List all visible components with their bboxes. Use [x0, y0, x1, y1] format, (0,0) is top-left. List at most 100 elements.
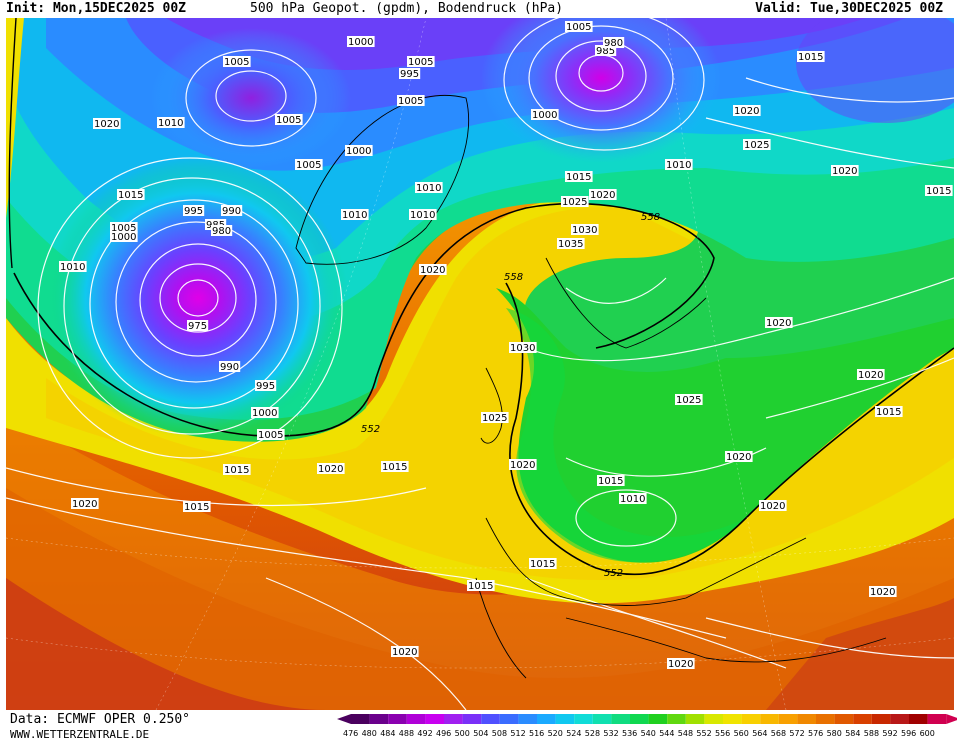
colorbar-tick-label: 532: [603, 729, 618, 738]
svg-text:1000: 1000: [346, 146, 371, 157]
colorbar-tick-label: 520: [548, 729, 563, 738]
colorbar-tick-label: 564: [752, 729, 767, 738]
svg-text:995: 995: [256, 381, 275, 392]
colorbar-swatch: [481, 714, 500, 724]
colorbar-swatch: [351, 714, 370, 724]
svg-text:1030: 1030: [510, 343, 535, 354]
colorbar-tick-label: 492: [417, 729, 432, 738]
svg-text:1020: 1020: [420, 265, 445, 276]
pressure-label: 990: [221, 205, 243, 217]
colorbar-swatch: [499, 714, 519, 724]
pressure-label: 1005: [397, 95, 425, 107]
pressure-label: 985: [595, 45, 617, 57]
colorbar-swatch: [462, 714, 482, 724]
colorbar-swatch: [890, 714, 909, 724]
svg-text:1005: 1005: [408, 57, 433, 68]
colorbar-swatch: [611, 714, 630, 724]
svg-text:1015: 1015: [598, 476, 623, 487]
svg-text:985: 985: [596, 46, 615, 57]
svg-text:1025: 1025: [562, 197, 587, 208]
svg-text:1005: 1005: [296, 160, 321, 171]
colorbar-tick-label: 500: [455, 729, 470, 738]
colorbar-tick-label: 600: [920, 729, 935, 738]
svg-text:1020: 1020: [760, 501, 785, 512]
pressure-label: 1010: [619, 493, 647, 505]
colorbar-tick-label: 568: [771, 729, 786, 738]
pressure-label: 1020: [831, 165, 859, 177]
pressure-label: 1020: [419, 264, 447, 276]
colorbar-swatch: [927, 714, 947, 724]
color-scale-legend: 476 480 484 488 492 496 500 504 508 512 516 520 524 5…: [337, 714, 957, 738]
init-time: Init: Mon,15DEC2025 00Z: [6, 1, 187, 16]
pressure-label: 1020: [317, 463, 345, 475]
svg-text:1000: 1000: [252, 408, 277, 419]
svg-text:995: 995: [400, 69, 419, 80]
svg-text:1010: 1010: [342, 210, 367, 221]
colorbar-tick-label: 592: [882, 729, 897, 738]
pressure-label: 1000: [531, 109, 559, 121]
svg-text:1005: 1005: [276, 115, 301, 126]
pressure-label: 1020: [759, 500, 787, 512]
height-label: 552: [361, 424, 380, 435]
svg-text:980: 980: [604, 38, 623, 49]
colorbar-tick-label: 540: [641, 729, 656, 738]
colorbar-swatch: [592, 714, 612, 724]
pressure-label: 995: [399, 68, 421, 80]
colorbar-swatch: [816, 714, 835, 724]
pressure-label: 1020: [391, 646, 419, 658]
height-label: 558: [641, 212, 660, 223]
svg-text:1010: 1010: [60, 262, 85, 273]
svg-text:1005: 1005: [398, 96, 423, 107]
colorbar-tick-label: 536: [622, 729, 637, 738]
colorbar-tick-label: 584: [845, 729, 860, 738]
height-labels: 558 558 552 552: [361, 212, 660, 579]
valid-time: Valid: Tue,30DEC2025 00Z: [755, 1, 943, 16]
pressure-label: 1000: [110, 231, 138, 243]
svg-text:1000: 1000: [532, 110, 557, 121]
colorbar-tick-label: 488: [399, 729, 414, 738]
colorbar-swatch: [369, 714, 389, 724]
colorbar-swatch: [741, 714, 761, 724]
colorbar-swatch: [555, 714, 575, 724]
pressure-label: 1020: [509, 459, 537, 471]
pressure-label: 1005: [223, 56, 251, 68]
map-canvas: 558 558 552 552 100010051005995985980995…: [6, 18, 954, 710]
isobars: [6, 18, 954, 710]
svg-text:1030: 1030: [572, 225, 597, 236]
colorbar-swatch: [406, 714, 426, 724]
low-pressure-greenland: [151, 28, 351, 168]
colorbar-tick-label: 508: [492, 729, 507, 738]
svg-text:1025: 1025: [744, 140, 769, 151]
colorbar-tick-label: 504: [473, 729, 488, 738]
height-label: 558: [504, 272, 523, 283]
colorbar-tick-label: 580: [827, 729, 842, 738]
colorbar-swatch: [518, 714, 537, 724]
pressure-label: 1020: [733, 105, 761, 117]
svg-text:1020: 1020: [668, 659, 693, 670]
colorbar-tick-label: 596: [901, 729, 916, 738]
footer-bar: Data: ECMWF OPER 0.250° WWW.WETTERZENTRA…: [0, 710, 959, 741]
svg-text:1000: 1000: [111, 232, 136, 243]
colorbar-swatch: [425, 714, 444, 724]
svg-text:1020: 1020: [510, 460, 535, 471]
svg-text:1025: 1025: [676, 395, 701, 406]
pressure-label: 1010: [341, 209, 369, 221]
pressure-label: 1010: [409, 209, 437, 221]
pressure-label: 1015: [223, 464, 251, 476]
colorbar-tick-label: 496: [436, 729, 451, 738]
colorbar-tick-label: 484: [380, 729, 395, 738]
pressure-label: 1030: [571, 224, 599, 236]
header-bar: Init: Mon,15DEC2025 00Z 500 hPa Geopot. …: [0, 0, 959, 18]
pressure-label: 995: [255, 380, 277, 392]
colorbar-swatch: [667, 714, 686, 724]
svg-text:1005: 1005: [224, 57, 249, 68]
pressure-label: 1015: [381, 461, 409, 473]
pressure-label: 1015: [117, 189, 145, 201]
svg-text:1010: 1010: [620, 494, 645, 505]
pressure-label: 990: [219, 361, 241, 373]
svg-text:1015: 1015: [224, 465, 249, 476]
pressure-label: 1000: [347, 36, 375, 48]
svg-text:1015: 1015: [876, 407, 901, 418]
pressure-label: 1015: [797, 51, 825, 63]
pressure-label: 1005: [275, 114, 303, 126]
